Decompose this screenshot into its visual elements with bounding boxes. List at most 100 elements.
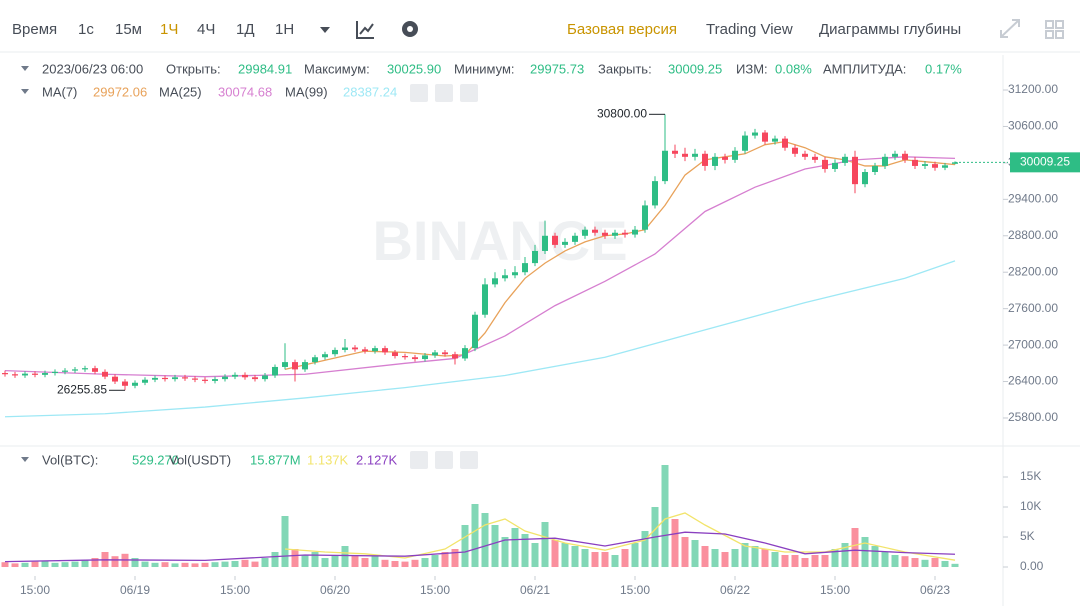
- legend-value: 30025.90: [387, 61, 441, 76]
- y-tick-label: 15K: [1020, 469, 1041, 483]
- volume-bar: [71, 561, 79, 568]
- legend-label: ИЗМ:: [736, 61, 768, 76]
- volume-bar: [891, 555, 899, 568]
- volume-bar: [921, 559, 929, 568]
- volume-bar: [871, 546, 879, 568]
- collapse-icon[interactable]: [21, 89, 29, 94]
- volume-bar: [371, 556, 379, 568]
- interval-tab[interactable]: 1Ч: [160, 21, 178, 38]
- legend-label: АМПЛИТУДА:: [823, 61, 906, 76]
- ma-label: MA(99): [285, 84, 328, 99]
- volume-bar: [31, 561, 39, 568]
- volume-bar: [491, 525, 499, 568]
- indicator-icon[interactable]: [356, 21, 374, 39]
- volume-bar: [621, 549, 629, 568]
- ma-line: [4, 260, 956, 418]
- volume-bar: [161, 562, 169, 568]
- volume-bar: [541, 522, 549, 568]
- volume-bar: [881, 552, 889, 568]
- candle-body: [502, 275, 508, 279]
- collapse-icon[interactable]: [21, 66, 29, 71]
- volume-bar: [151, 562, 159, 568]
- candle-body: [202, 379, 208, 381]
- candle-body: [292, 362, 298, 370]
- candle-body: [232, 374, 238, 377]
- volume-bar: [811, 555, 819, 568]
- volume-bar: [331, 555, 339, 568]
- interval-tab[interactable]: 4Ч: [197, 21, 215, 38]
- x-tick-label: 06/22: [720, 583, 750, 597]
- settings-icon[interactable]: [402, 21, 418, 37]
- view-tab[interactable]: Trading View: [706, 21, 793, 38]
- layout-icon[interactable]: [1045, 20, 1064, 39]
- volume-bar: [261, 558, 269, 568]
- volume-bar: [841, 543, 849, 568]
- candle-body: [282, 362, 288, 367]
- last-price-label: 30009.25: [1020, 155, 1070, 169]
- candle-body: [432, 352, 438, 356]
- dropdown-icon[interactable]: [320, 27, 330, 33]
- y-tick-label: 31200.00: [1008, 82, 1058, 96]
- fullscreen-icon[interactable]: [1000, 19, 1020, 38]
- legend-value: 29975.73: [530, 61, 584, 76]
- candle-body: [122, 381, 128, 386]
- legend-value: 0.17%: [925, 61, 962, 76]
- volume-bar: [411, 559, 419, 568]
- volume-bar: [521, 534, 529, 568]
- candle-body: [182, 377, 188, 379]
- candle-body: [662, 150, 668, 182]
- volume-bar: [141, 561, 149, 568]
- ma-label: MA(25): [159, 84, 202, 99]
- y-tick-label: 5K: [1020, 529, 1035, 543]
- candle-body: [642, 205, 648, 230]
- volume-bar: [751, 546, 759, 568]
- volume-bar: [421, 558, 429, 568]
- volume-bar: [131, 558, 139, 568]
- volume-bar: [391, 561, 399, 568]
- x-tick-label: 15:00: [220, 583, 250, 597]
- interval-tab[interactable]: 1Н: [275, 21, 294, 38]
- volume-bar: [231, 561, 239, 568]
- x-tick-label: 15:00: [20, 583, 50, 597]
- candle-body: [812, 156, 818, 160]
- candle-body: [252, 377, 258, 380]
- candle-body: [922, 164, 928, 166]
- volume-bar: [81, 559, 89, 568]
- collapse-icon[interactable]: [21, 457, 29, 462]
- view-tab[interactable]: Базовая версия: [567, 21, 677, 38]
- interval-tab[interactable]: 15м: [115, 21, 142, 38]
- candle-body: [72, 369, 78, 371]
- interval-tab[interactable]: 1с: [78, 21, 94, 38]
- view-tab[interactable]: Диаграммы глубины: [819, 21, 961, 38]
- volume-bar: [461, 525, 469, 568]
- candle-body: [22, 373, 28, 376]
- last-price-tag: [1010, 152, 1080, 173]
- candle-body: [132, 382, 138, 386]
- legend-value: 29984.91: [238, 61, 292, 76]
- volume-bar: [781, 555, 789, 568]
- candle-body: [272, 366, 278, 376]
- volume-bar: [471, 504, 479, 568]
- candle-body: [152, 377, 158, 380]
- candle-body: [472, 314, 478, 349]
- volume-bar: [941, 561, 949, 568]
- interval-tab[interactable]: 1Д: [236, 21, 255, 38]
- volume-bar: [481, 513, 489, 568]
- high-label: 30800.00: [597, 106, 647, 120]
- volume-bar: [451, 549, 459, 568]
- candle-body: [712, 156, 718, 166]
- volume-bar: [341, 546, 349, 568]
- candle-body: [942, 165, 948, 168]
- ma-label: MA(7): [42, 84, 77, 99]
- volume-bar: [831, 549, 839, 568]
- y-tick-label: 27600.00: [1008, 301, 1058, 315]
- x-tick-label: 06/19: [120, 583, 150, 597]
- volume-bar: [321, 558, 329, 568]
- volume-bar: [741, 543, 749, 568]
- volume-bar: [381, 559, 389, 568]
- volume-bar: [271, 552, 279, 568]
- vol-value: 529.270: [132, 452, 179, 467]
- legend-icons[interactable]: [410, 84, 478, 469]
